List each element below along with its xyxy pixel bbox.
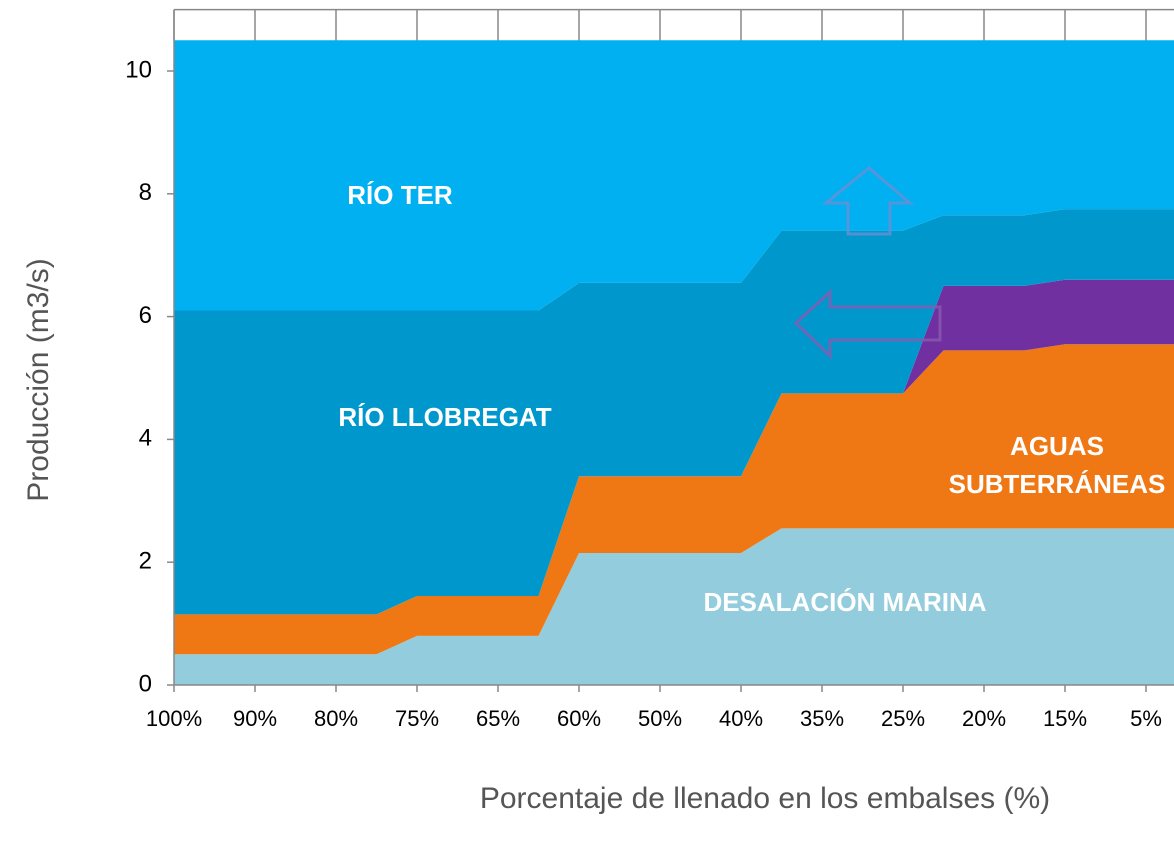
area	[174, 279, 1174, 615]
x-tick-label: 35%	[800, 706, 844, 731]
y-tick-label: 2	[139, 548, 152, 575]
up-arrow	[821, 166, 915, 236]
y-tick-label: 4	[139, 425, 152, 452]
left-arrow	[793, 288, 942, 360]
x-tick-label: 80%	[314, 706, 358, 731]
x-tick-label: 5%	[1130, 706, 1162, 731]
y-tick-label: 8	[139, 179, 152, 206]
x-tick-label: 40%	[719, 706, 763, 731]
x-tick-label: 90%	[233, 706, 277, 731]
x-tick-label: 20%	[962, 706, 1006, 731]
x-tick-label: 25%	[881, 706, 925, 731]
series-label: AGUAS SUBTERRÁNEAS	[948, 431, 1166, 499]
areas	[174, 40, 1174, 685]
y-tick-label: 0	[139, 670, 152, 697]
x-tick-label: 50%	[638, 706, 682, 731]
area	[174, 528, 1174, 685]
x-tick-label: 100%	[146, 706, 202, 731]
series-label: RÍO LLOBREGAT	[338, 402, 552, 432]
area	[174, 344, 1174, 655]
x-tick-label: 60%	[557, 706, 601, 731]
axes: 0 2 4 6 8 10 100% 90% 80% 75% 65% 60% 50% 40% 35% 25% 20…	[125, 8, 1174, 731]
area	[174, 40, 1174, 311]
x-tick-label: 65%	[476, 706, 520, 731]
y-axis-title: Producción (m3/s)	[22, 258, 55, 501]
y-tick-label: 10	[125, 56, 152, 83]
x-axis-title: Porcentaje de llenado en los embalses (%…	[480, 782, 1050, 815]
x-tick-label: 75%	[395, 706, 439, 731]
series-label: DESALACIÓN MARINA	[703, 587, 987, 617]
x-tick-label: 15%	[1043, 706, 1087, 731]
series-label: RÍO TER	[347, 180, 453, 210]
y-tick-label: 6	[139, 302, 152, 329]
